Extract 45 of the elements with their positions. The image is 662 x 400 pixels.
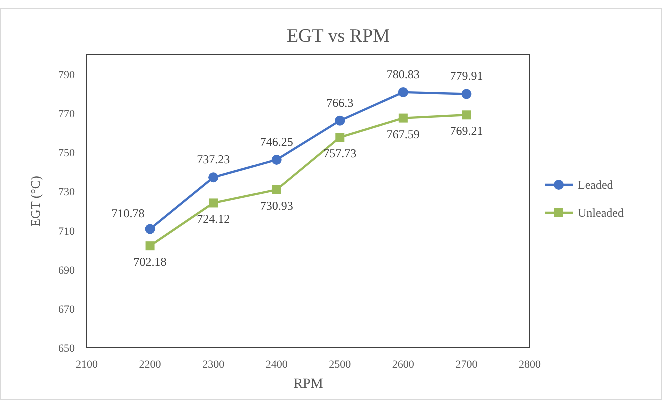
point	[335, 116, 346, 126]
point	[145, 224, 156, 234]
data-label: 769.21	[450, 124, 484, 138]
x-tick-label: 2100	[76, 359, 98, 371]
y-tick-label: 670	[58, 304, 76, 316]
point	[209, 198, 218, 208]
y-tick-label: 690	[58, 264, 76, 277]
data-label: 724.12	[197, 212, 230, 226]
legend-label: Leaded	[578, 178, 614, 192]
data-label: 766.3	[326, 96, 354, 110]
point	[462, 89, 472, 100]
data-label: 767.59	[386, 127, 420, 142]
x-tick-label: 2800	[519, 359, 542, 371]
y-tick-label: 730	[58, 186, 76, 199]
legend-label: Unleaded	[578, 206, 624, 220]
data-label: 780.83	[386, 67, 420, 82]
data-label: 730.93	[260, 198, 294, 213]
point	[208, 172, 219, 183]
point	[336, 133, 345, 142]
point	[272, 154, 282, 165]
point	[272, 185, 282, 194]
x-tick-label: 2400	[266, 359, 288, 371]
data-label: 702.18	[134, 255, 167, 270]
x-axis-title: RPM	[294, 377, 324, 392]
data-label: 710.78	[112, 206, 145, 220]
y-tick-label: 770	[58, 108, 76, 121]
y-tick-label: 750	[58, 148, 76, 160]
chart-title: EGT vs RPM	[286, 26, 390, 47]
x-tick-label: 2300	[202, 359, 226, 371]
data-label: 779.91	[450, 69, 484, 84]
data-label: 737.23	[197, 152, 230, 167]
point	[398, 114, 408, 123]
point	[398, 87, 408, 98]
y-tick-label: 710	[58, 226, 76, 238]
y-tick-label: 790	[58, 70, 76, 82]
x-tick-label: 2700	[456, 359, 478, 371]
point	[462, 110, 472, 120]
data-label: 746.25	[260, 134, 294, 149]
y-axis-title: EGT (°C)	[28, 176, 43, 227]
x-tick-label: 2600	[392, 359, 415, 371]
x-tick-label: 2200	[139, 359, 162, 371]
data-label: 757.73	[324, 146, 357, 161]
x-tick-label: 2500	[329, 359, 352, 371]
y-tick-label: 650	[58, 343, 76, 355]
point	[146, 242, 155, 251]
